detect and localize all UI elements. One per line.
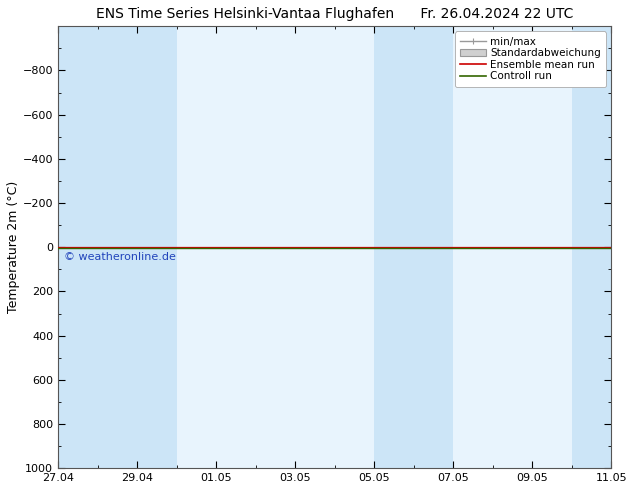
- Y-axis label: Temperature 2m (°C): Temperature 2m (°C): [7, 181, 20, 314]
- Legend: min/max, Standardabweichung, Ensemble mean run, Controll run: min/max, Standardabweichung, Ensemble me…: [455, 31, 606, 87]
- Bar: [374, 26, 453, 468]
- Bar: [117, 26, 177, 468]
- Bar: [572, 26, 634, 468]
- Bar: [58, 26, 137, 468]
- Title: ENS Time Series Helsinki-Vantaa Flughafen      Fr. 26.04.2024 22 UTC: ENS Time Series Helsinki-Vantaa Flughafe…: [96, 7, 573, 21]
- Text: © weatheronline.de: © weatheronline.de: [63, 252, 176, 262]
